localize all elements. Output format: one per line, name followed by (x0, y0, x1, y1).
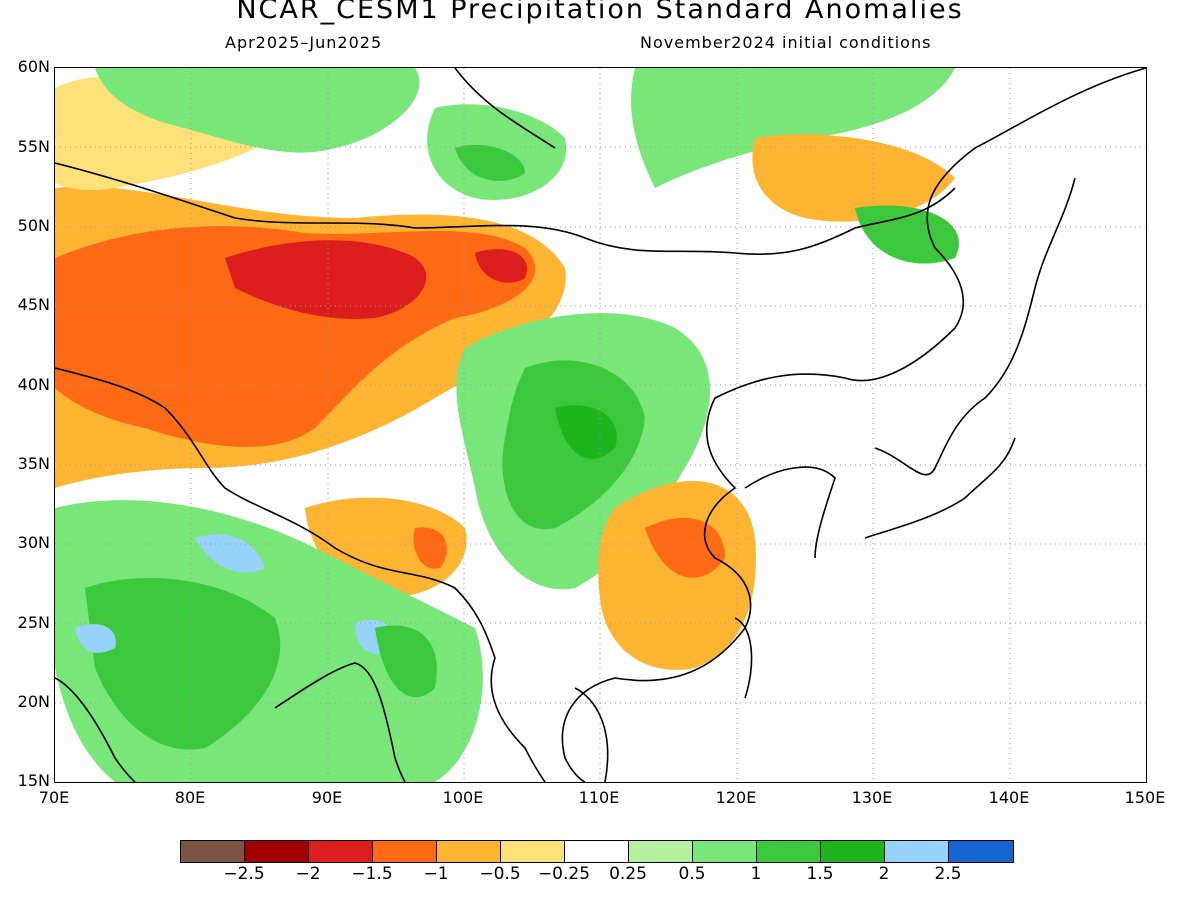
colorbar-label: 2 (878, 864, 890, 884)
colorbar-swatch (373, 841, 437, 862)
colorbar-label: −2 (295, 864, 321, 884)
colorbar-label: 0.25 (609, 864, 647, 884)
colorbar-swatch (181, 841, 245, 862)
lon-label-120e: 120E (715, 788, 757, 807)
lat-label-40n: 40N (17, 375, 50, 394)
lon-label-80e: 80E (174, 788, 206, 807)
forecast-period: Apr2025–Jun2025 (225, 33, 383, 52)
colorbar-label: 2.5 (934, 864, 962, 884)
colorbar-label: 0.5 (678, 864, 706, 884)
colorbar-swatch (565, 841, 629, 862)
lon-label-100e: 100E (442, 788, 484, 807)
coastlines (55, 68, 1146, 782)
colorbar-swatch (757, 841, 821, 862)
colorbar-swatch (629, 841, 693, 862)
colorbar-swatch (693, 841, 757, 862)
colorbar-label: 1.5 (806, 864, 834, 884)
map-title: NCAR_CESM1 Precipitation Standard Anomal… (236, 0, 964, 25)
lat-label-20n: 20N (17, 692, 50, 711)
lat-label-60n: 60N (17, 57, 50, 76)
lon-label-130e: 130E (851, 788, 893, 807)
colorbar-label: −0.5 (479, 864, 521, 884)
lon-label-140e: 140E (988, 788, 1030, 807)
lon-label-150e: 150E (1124, 788, 1166, 807)
colorbar-swatch (949, 841, 1013, 862)
lon-label-110e: 110E (578, 788, 620, 807)
colorbar-label: −1.5 (351, 864, 393, 884)
colorbar-swatch (245, 841, 309, 862)
lat-label-30n: 30N (17, 533, 50, 552)
initial-conditions: November2024 initial conditions (640, 33, 932, 52)
colorbar-swatch (821, 841, 885, 862)
colorbar-label: −0.25 (537, 864, 591, 884)
lat-label-50n: 50N (17, 216, 50, 235)
lat-label-35n: 35N (17, 454, 50, 473)
colorbar-swatch (437, 841, 501, 862)
lon-label-90e: 90E (311, 788, 343, 807)
colorbar (180, 840, 1014, 863)
lon-label-70e: 70E (38, 788, 70, 807)
anomaly-map (54, 67, 1147, 783)
colorbar-swatch (309, 841, 373, 862)
colorbar-swatch (501, 841, 565, 862)
lat-label-15n: 15N (17, 771, 50, 790)
colorbar-label: −2.5 (223, 864, 265, 884)
lat-label-25n: 25N (17, 613, 50, 632)
colorbar-swatch (885, 841, 949, 862)
lat-label-55n: 55N (17, 137, 50, 156)
lat-label-45n: 45N (17, 295, 50, 314)
colorbar-label: 1 (750, 864, 762, 884)
colorbar-label: −1 (423, 864, 449, 884)
